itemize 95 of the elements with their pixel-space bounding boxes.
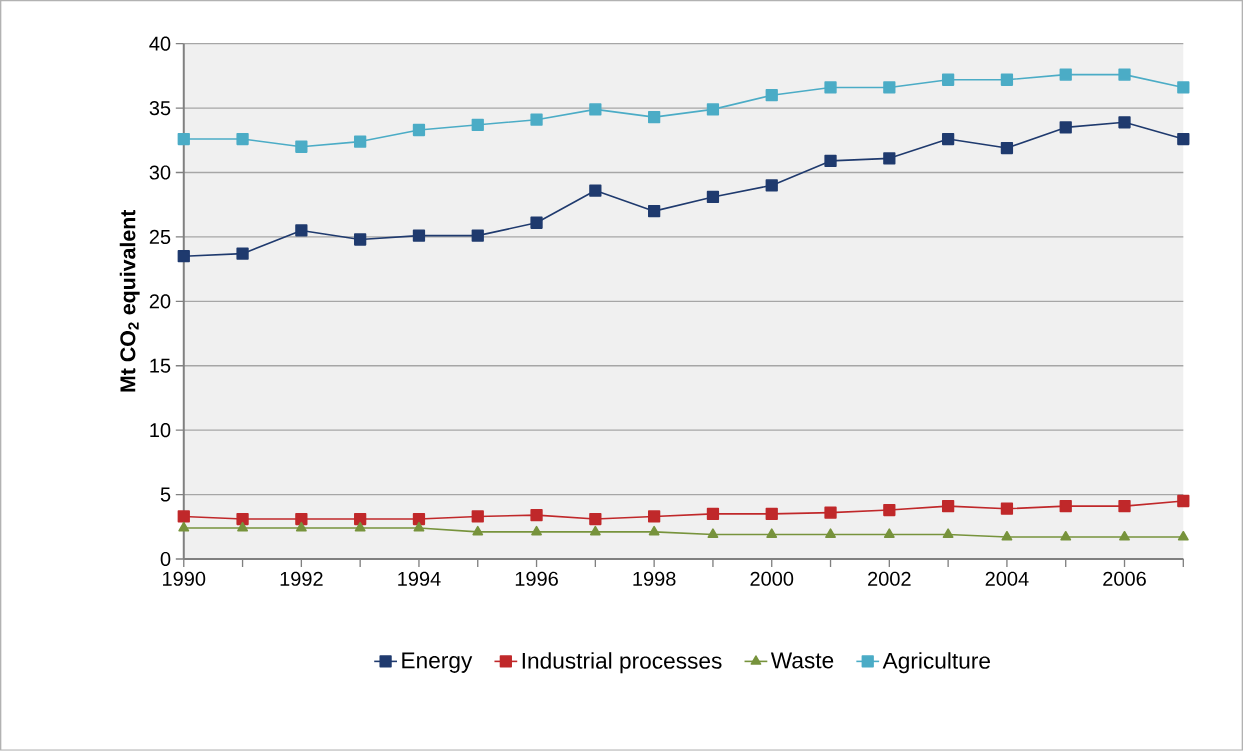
point: [237, 522, 248, 532]
point: [1177, 133, 1190, 146]
point: [942, 528, 954, 539]
point: [706, 507, 720, 521]
point: [1059, 121, 1072, 134]
point: [883, 504, 896, 517]
point: [412, 229, 426, 242]
point: [824, 506, 837, 519]
point: [354, 513, 367, 526]
point: [295, 522, 307, 532]
point: [354, 135, 367, 148]
point: [824, 154, 837, 168]
point: [589, 184, 602, 197]
point: [589, 103, 602, 116]
point: [177, 510, 190, 523]
point: [1177, 81, 1190, 94]
point: [530, 113, 543, 126]
point: [589, 513, 602, 526]
y-tick-label: 5: [160, 487, 171, 502]
point: [1119, 531, 1130, 541]
point: [706, 103, 720, 116]
y-tick-label: 10: [150, 423, 171, 438]
point: [883, 528, 895, 539]
point: [354, 233, 367, 246]
point: [1060, 531, 1072, 541]
point: [589, 525, 601, 536]
x-tick-label: 2006: [1103, 571, 1146, 586]
point: [1001, 531, 1013, 541]
point: [295, 224, 308, 237]
point: [177, 133, 190, 146]
y-tick-label: 40: [149, 36, 171, 51]
legend-label: Agriculture: [882, 652, 990, 674]
point: [236, 247, 249, 260]
point: [354, 522, 366, 532]
point: [648, 205, 661, 218]
legend-label: Industrial processes: [522, 652, 722, 674]
point: [707, 528, 719, 539]
point: [412, 123, 426, 137]
point: [177, 250, 190, 263]
point: [766, 528, 778, 539]
y-axis-title: Mt CO$_{2}$ equivalent: [119, 210, 140, 392]
point: [648, 111, 661, 124]
x-tick-label: 1994: [398, 571, 441, 586]
point: [706, 190, 720, 204]
point: [236, 513, 249, 526]
point: [765, 89, 778, 102]
point: [765, 507, 778, 521]
y-tick-label: 20: [149, 294, 171, 309]
point: [883, 81, 896, 94]
point: [1000, 502, 1014, 515]
point: [765, 179, 778, 192]
point: [531, 525, 542, 536]
point: [471, 229, 484, 242]
point: [1000, 73, 1014, 87]
point: [530, 509, 543, 522]
x-tick-label: 1990: [163, 571, 206, 586]
point: [295, 140, 308, 154]
y-tick-label: 35: [149, 101, 171, 116]
x-tick-label: 1996: [515, 571, 558, 586]
point: [1177, 531, 1189, 541]
x-tick-label: 2000: [750, 571, 794, 586]
point: [941, 73, 955, 87]
y-tick-label: 0: [160, 552, 171, 567]
point: [941, 133, 955, 146]
point: [1118, 500, 1131, 513]
point: [1177, 494, 1190, 508]
y-tick-label: 25: [149, 229, 171, 245]
point: [883, 152, 896, 165]
point: [648, 525, 660, 536]
point: [471, 510, 484, 523]
x-tick-label: 1992: [280, 571, 323, 586]
point: [1118, 116, 1131, 129]
point: [1118, 68, 1131, 81]
legend-label: Waste: [770, 652, 834, 669]
point: [412, 513, 426, 526]
x-tick-label: 2002: [868, 571, 911, 586]
y-tick-label: 30: [149, 165, 171, 180]
point: [471, 118, 484, 132]
point: [1059, 68, 1072, 81]
x-tick-label: 2004: [985, 571, 1029, 586]
x-tick-label: 1998: [633, 571, 676, 586]
point: [178, 522, 190, 532]
y-tick-label: 15: [150, 358, 171, 373]
point: [413, 522, 425, 532]
point: [941, 500, 955, 513]
point: [824, 81, 837, 94]
point: [1059, 500, 1072, 513]
point: [236, 133, 249, 146]
point: [295, 513, 308, 526]
point: [825, 528, 836, 539]
legend-label: Energy: [402, 652, 473, 674]
point: [530, 216, 543, 230]
point: [472, 525, 484, 536]
point: [1000, 142, 1014, 155]
point: [648, 510, 661, 523]
